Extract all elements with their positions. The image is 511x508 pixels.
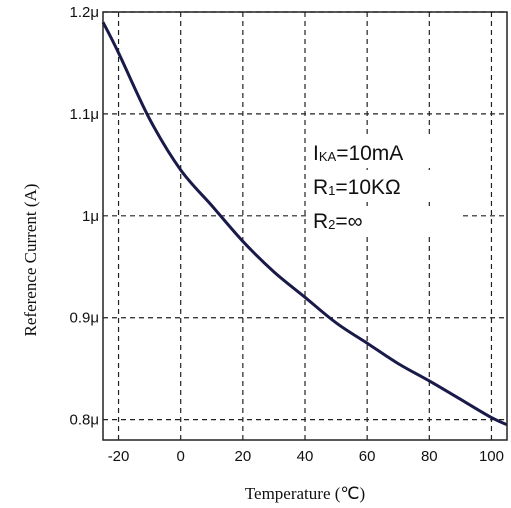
y-tick-label: 0.9μ [70,310,100,327]
y-tick-label: 1.2μ [70,4,100,21]
annotation-main: R [313,176,328,199]
y-tick-label: 0.8μ [70,412,100,429]
annotation-line-1: R1=10KΩ [313,176,401,199]
x-tick-label: 0 [177,448,185,465]
x-axis-title: Temperature (℃) [245,484,365,503]
x-tick-label: 20 [235,448,252,465]
x-tick-labels: -20 0 20 40 60 80 100 [108,448,504,465]
annotation-main: R [313,210,328,233]
plot-frame [102,11,508,441]
x-tick-label: -20 [108,448,130,465]
annotation-backdrop [309,172,459,202]
y-tick-label: 1.1μ [70,106,100,123]
annotation-value: =∞ [335,210,362,233]
annotation-backdrop [309,138,459,168]
y-tick-labels: 0.8μ 0.9μ 1μ 1.1μ 1.2μ [70,4,100,429]
annotation-line-0: IKA=10mA [313,142,403,165]
annotation-value: =10mA [336,142,403,165]
annotation-backdrop [309,206,459,236]
y-axis-title: Reference Current (A) [21,184,40,337]
annotation-value: =10KΩ [335,176,400,199]
x-tick-label: 80 [421,448,438,465]
x-tick-label: 100 [479,448,504,465]
series-line-0 [101,21,508,427]
x-tick-label: 40 [297,448,314,465]
annotation-subscript: KA [319,149,337,164]
annotation-subscript: 1 [328,183,335,198]
y-tick-label: 1μ [82,208,99,225]
curve-layer [101,21,508,427]
annotation-subscript: 2 [328,217,335,232]
annotation-main: I [313,142,319,165]
x-tick-label: 60 [359,448,376,465]
annotation-line-2: R2=∞ [313,210,363,233]
